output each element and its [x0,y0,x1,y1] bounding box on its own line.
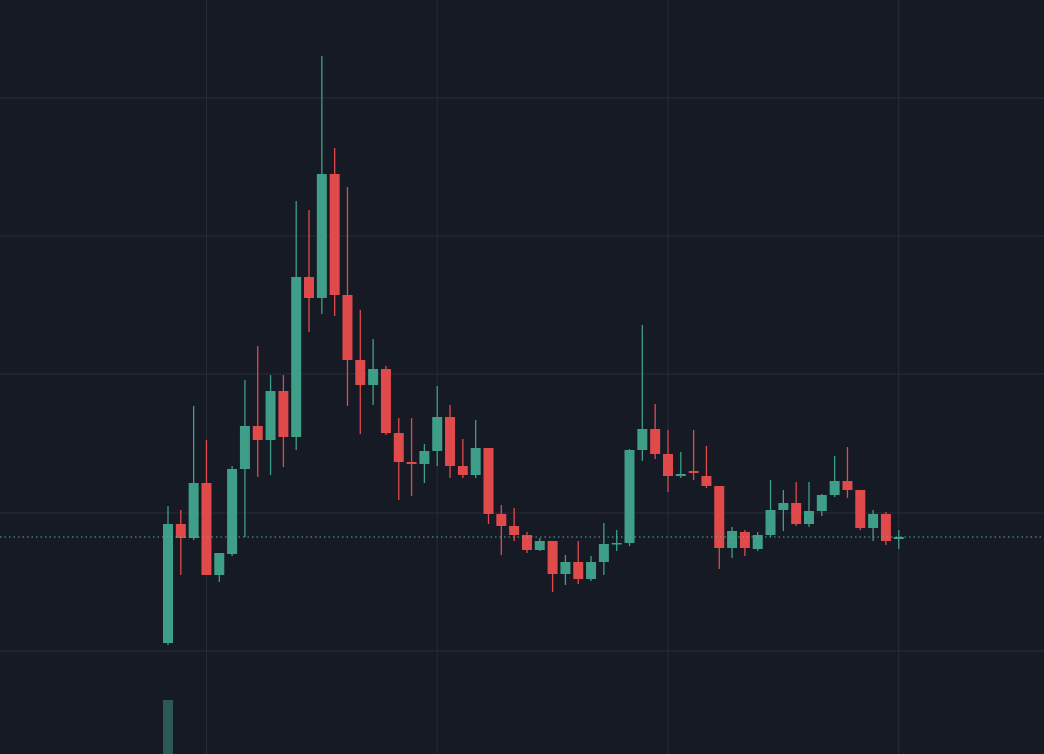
candle-body [265,391,276,440]
candle-body [278,391,289,437]
candle-body [547,541,558,574]
candle-body [662,454,673,476]
candle-body [534,541,545,550]
candle-body [778,503,789,510]
candle-body [829,481,840,495]
candle-body [624,450,635,543]
volume-bar [163,700,173,754]
candle-body [880,514,891,541]
candle-body [355,360,366,385]
candle-body [714,486,725,548]
candle-body [239,426,250,469]
candle-body [291,277,302,437]
candle-body [380,369,391,433]
candle-body [791,503,802,524]
candle-body [586,562,597,579]
candle-body [521,535,532,550]
candle-body [304,277,315,298]
candle-body [201,483,212,575]
candle-body [419,451,430,464]
candle-body [445,417,456,466]
candle-body [675,474,686,476]
candle-body [739,532,750,548]
candle-body [316,174,327,298]
candle-body [470,448,481,475]
candle-body [393,433,404,462]
candle-body [509,526,520,535]
candle-body [727,531,738,548]
candle-body [342,295,353,360]
candle-body [214,553,225,575]
candle-body [611,543,622,545]
candle-body [855,490,866,528]
candle-body [598,544,609,562]
candle-body [804,511,814,524]
candle-body [175,524,186,538]
candle-body [252,426,263,440]
candle-body [560,562,571,574]
candle-body [688,471,699,473]
candle-body [650,429,661,454]
candle-body [496,514,507,526]
candle-body [368,369,379,385]
candle-body [637,429,648,450]
candle-body [329,174,340,295]
candle-body [457,466,468,475]
candle-body [406,462,417,464]
candle-body [893,537,904,539]
candle-body [227,469,238,554]
candle-body [483,448,494,514]
candle-body [842,481,853,490]
candle-body [868,514,879,528]
candle-body [188,483,199,538]
candle-body [752,535,763,549]
candle-body [163,524,173,643]
candle-body [573,562,584,579]
candle-body [432,417,443,451]
candle-body [816,495,827,511]
candle-body [701,476,712,486]
candle-body [765,510,776,535]
